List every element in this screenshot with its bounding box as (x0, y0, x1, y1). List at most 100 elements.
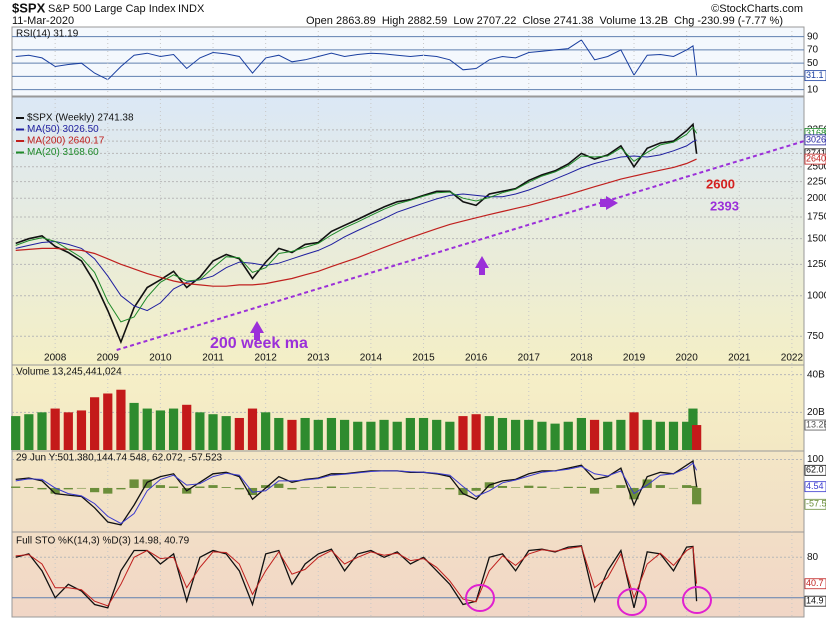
bar (313, 419, 323, 450)
value-tag (804, 481, 826, 493)
bar (589, 419, 600, 450)
bar (379, 419, 389, 450)
x-tick-label: 2008 (44, 353, 67, 364)
bar (155, 485, 166, 488)
value-tag (804, 464, 826, 476)
bar (668, 487, 679, 489)
annotation: 2600 (706, 176, 735, 191)
bar (682, 421, 692, 450)
bar (550, 423, 560, 450)
bar (432, 487, 442, 489)
bar (142, 479, 152, 488)
x-tick-label: 2019 (623, 353, 646, 364)
bar (405, 487, 415, 489)
legend-label: MA(50) 3026.50 (27, 124, 99, 135)
value-tag-label: 3026 (806, 134, 826, 144)
bar (471, 414, 481, 450)
bar (24, 487, 34, 488)
x-tick-label: 2012 (255, 353, 278, 364)
value-tag (804, 595, 826, 607)
annotations: 200 week ma 2600 2393 (210, 176, 739, 616)
bar (287, 419, 297, 450)
bar (511, 487, 521, 488)
panels (11, 26, 805, 618)
bar (103, 393, 113, 450)
bar (366, 487, 376, 488)
bar (168, 486, 179, 488)
legend-label: $SPX (Weekly) 2741.38 (27, 113, 134, 124)
legend-label: MA(200) 2640.17 (27, 136, 105, 147)
bar (129, 479, 139, 488)
bar (339, 419, 350, 450)
bar (221, 487, 231, 488)
quote: Open 2863.89 High 2882.59 Low 2707.22 Cl… (306, 15, 783, 27)
bar (692, 487, 702, 505)
exchange: INDX (178, 3, 205, 15)
highlight-circle (465, 584, 495, 612)
annotation: 200 week ma (210, 335, 308, 352)
series-line (15, 158, 697, 287)
bar (274, 417, 284, 450)
date: 11-Mar-2020 (12, 15, 74, 27)
highlight-circle (617, 588, 647, 616)
series-line (15, 139, 697, 312)
bar (234, 487, 244, 490)
highlight-circle (682, 586, 712, 614)
bar (195, 412, 205, 450)
bar (471, 487, 481, 491)
bar (116, 389, 126, 450)
panel-title: RSI(14) 31.19 (16, 29, 79, 40)
legend-label: MA(20) 3168.60 (27, 147, 99, 158)
annotation: 2393 (710, 198, 739, 213)
series-line (15, 545, 698, 609)
bar (234, 417, 244, 450)
y-tick-label: 2250 (807, 176, 826, 187)
bar (261, 412, 271, 450)
bar (589, 487, 600, 494)
trend-line (116, 140, 805, 351)
x-tick-label: 2016 (465, 353, 488, 364)
bar (445, 421, 455, 450)
bar (90, 487, 100, 493)
bar (642, 419, 652, 450)
x-tick-label: 2010 (149, 353, 172, 364)
y-tick-label: 100 (807, 454, 824, 465)
bar (392, 421, 402, 450)
bar (76, 410, 87, 450)
value-tag (804, 578, 826, 590)
x-tick-label: 2009 (97, 353, 120, 364)
bar (616, 485, 626, 488)
bar (182, 404, 192, 450)
bar (655, 485, 665, 488)
x-tick-label: 2020 (676, 353, 699, 364)
bar (76, 487, 87, 489)
bar (313, 487, 323, 488)
bar (326, 417, 337, 450)
y-tick-label: 750 (807, 331, 824, 342)
series-line (15, 122, 698, 345)
bar (432, 419, 442, 450)
bar (603, 487, 613, 489)
bar (392, 487, 402, 489)
bar (418, 417, 429, 450)
bar (524, 485, 534, 488)
bar (629, 412, 639, 450)
x-tick-label: 2014 (360, 353, 383, 364)
bar (458, 416, 468, 450)
credit: ©StockCharts.com (711, 3, 803, 15)
bar (63, 412, 73, 450)
x-tick-label: 2021 (728, 353, 751, 364)
bar (37, 412, 47, 450)
bar (221, 416, 231, 450)
bar (576, 417, 587, 450)
panel-title: Full STO %K(14,3) %D(3) 14.98, 40.79 (16, 536, 190, 547)
bar (287, 487, 297, 490)
bar (90, 397, 100, 450)
bar (563, 486, 573, 488)
y-tick-label: 2500 (807, 161, 826, 172)
bar (497, 417, 508, 450)
value-tag (804, 498, 826, 510)
value-tag-label: 31.1 (806, 70, 824, 80)
y-tick-label: 70 (807, 45, 819, 56)
